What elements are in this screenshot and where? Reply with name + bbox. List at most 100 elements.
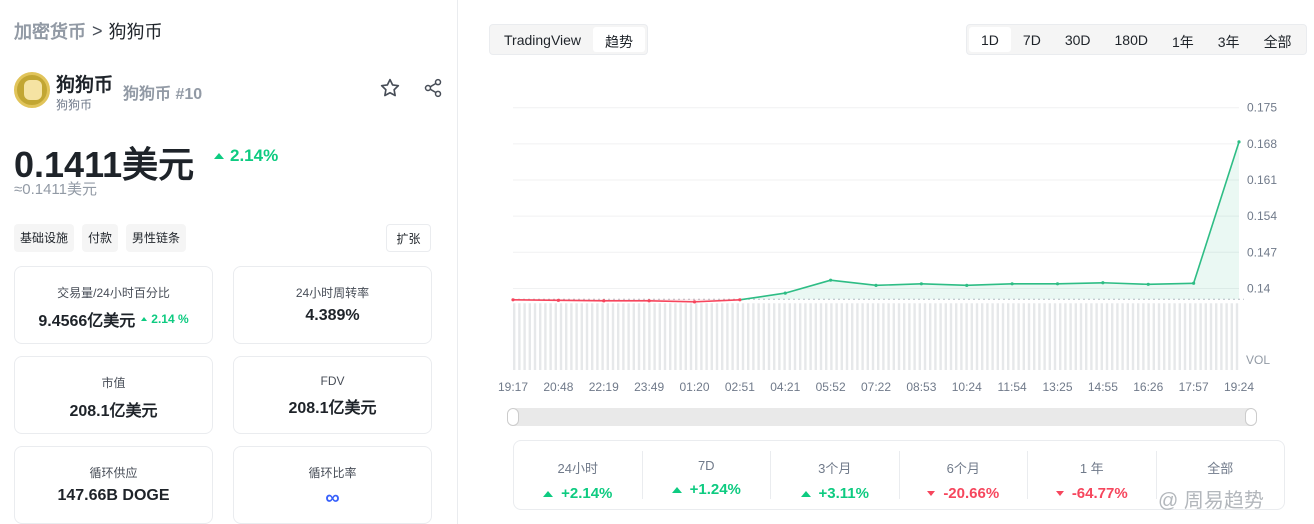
range-3y[interactable]: 3年 [1217,34,1240,50]
volume-bar [939,303,942,370]
star-icon[interactable] [378,76,402,100]
tag-infrastructure[interactable]: 基础设施 [14,224,75,252]
x-tick-label: 22:19 [589,380,619,394]
category-tags: 基础设施 付款 男性链条 [14,224,187,252]
coin-header: 狗狗币 狗狗币 狗狗币 #10 [14,70,444,112]
dogecoin-logo-icon [14,72,50,108]
volume-bar [539,303,542,370]
volume-bar [819,303,823,370]
area-segment [1057,282,1103,300]
volume-bar [845,303,849,370]
range-1y[interactable]: 1年 [1171,34,1194,50]
data-point [1055,282,1060,286]
volume-bar [523,303,526,370]
breadcrumb-root-link[interactable]: 加密货币 [14,22,86,42]
volume-bar [752,303,755,370]
x-tick-label: 05:52 [816,380,846,394]
chart-type-tabs: TradingView 趋势 [489,24,649,55]
range-180d[interactable]: 180D [1114,32,1148,48]
range-1d[interactable]: 1D [969,27,1011,52]
volume-bar [929,303,932,370]
volume-bar [580,303,583,370]
tab-tradingview[interactable]: TradingView [504,32,582,48]
price-change: 2.14% [214,146,278,166]
y-tick-label: 0.147 [1247,245,1277,259]
time-range-tabs: 1D 7D 30D 180D 1年 3年 全部 [966,24,1307,55]
volume-bar [1194,303,1197,370]
breadcrumb-separator: > [92,20,103,41]
y-tick-label: 0.175 [1247,101,1277,115]
data-point [783,291,787,295]
price-line [511,140,1241,304]
data-point [738,298,742,302]
volume-bar [653,303,656,370]
stat-label: 循环比率 [308,466,357,480]
price-line-segment [875,282,922,287]
volume-bar [611,303,615,370]
volume-bar [908,303,911,370]
volume-bar [544,303,547,370]
volume-bar [762,303,765,370]
volume-bar [1152,303,1155,370]
stat-label: 市值 [101,376,126,390]
volume-bar [1079,303,1083,370]
volume-bar [601,303,604,370]
perf-3m: 3个月 +3.11% [771,451,900,502]
volume-bar [747,303,750,370]
x-tick-label: 07:22 [861,380,891,394]
perf-label: 3个月 [818,461,852,476]
arrow-up-icon [800,490,811,497]
tab-trend[interactable]: 趋势 [593,27,646,52]
data-point [602,299,606,303]
volume-bar [913,303,916,370]
expand-button[interactable]: 扩张 [386,224,431,252]
data-point [556,298,560,302]
volume-bar [1147,303,1150,370]
volume-bar [674,303,677,370]
volume-bar [986,303,989,370]
y-tick-label: 0.154 [1247,209,1277,223]
volume-bar [705,303,708,370]
range-30d[interactable]: 30D [1064,32,1091,48]
tag-payment[interactable]: 付款 [82,224,119,252]
tag-chain[interactable]: 男性链条 [126,224,187,252]
price-line-segment [739,292,786,301]
chart-range-scroller[interactable] [507,408,1257,426]
coin-name: 狗狗币 [56,75,114,96]
range-7d[interactable]: 7D [1022,32,1041,48]
volume-bar [1199,303,1202,370]
volume-bar [960,303,963,370]
volume-bar [715,303,719,370]
volume-bar [851,303,854,370]
share-icon[interactable] [421,76,445,100]
stat-value: 147.66B DOGE [57,487,170,504]
volume-bar [1189,303,1192,370]
volume-bar [648,303,651,370]
volume-bar [804,303,807,370]
area-segment [876,283,922,300]
x-tick-label: 17:57 [1179,380,1209,394]
price-chart[interactable]: 0.175 0.168 0.161 0.154 0.147 0.14 19:17 20:48… [480,80,1314,410]
perf-label: 6个月 [946,461,980,476]
area-segment [1102,282,1149,300]
perf-value: -20.66% [943,485,1000,502]
perf-label: 全部 [1207,461,1234,476]
scroller-right-handle[interactable] [1245,408,1257,426]
stat-label: FDV [320,374,345,388]
volume-bar [975,303,979,370]
volume-bar [736,303,739,370]
x-tick-label: 10:24 [952,380,982,394]
volume-bar [1001,303,1005,370]
area-segment [739,293,786,300]
volume-bar [767,303,771,370]
volume-bar [882,303,885,370]
range-all[interactable]: 全部 [1263,34,1292,50]
volume-bar [840,303,843,370]
perf-7d: 7D +1.24% [643,451,771,499]
area-segment [1148,283,1194,300]
volume-bar [1059,303,1062,370]
current-price: 0.1411美元 [14,144,195,185]
stat-market-cap: 市值 208.1亿美元 [14,356,213,434]
volume-bar [903,303,906,370]
scroller-left-handle[interactable] [507,408,519,426]
